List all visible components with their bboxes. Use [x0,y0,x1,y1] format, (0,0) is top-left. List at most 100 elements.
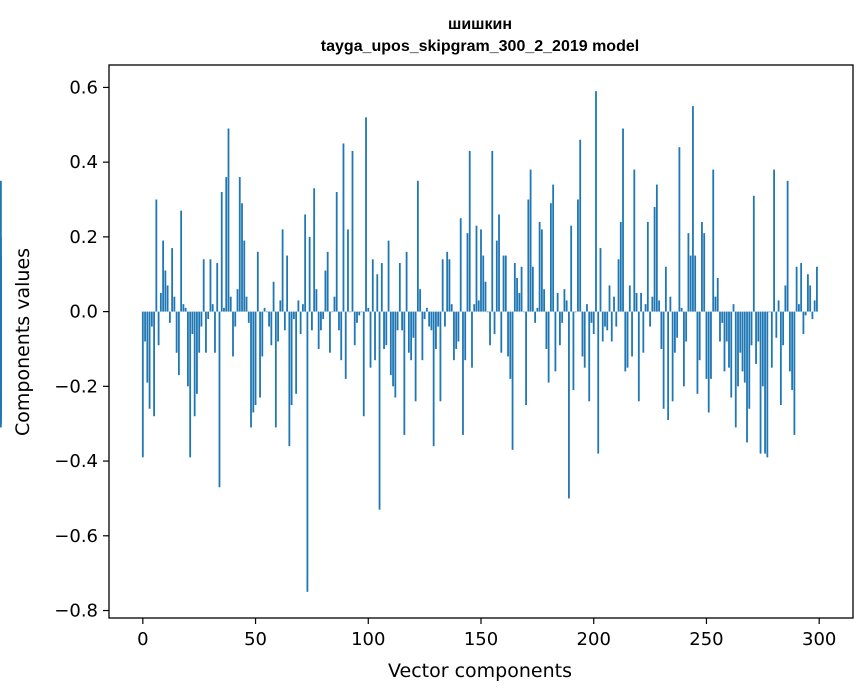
bar-component-224 [646,221,649,312]
bar-component-206 [606,311,609,331]
bar-component-203 [599,248,602,312]
bar-component-260 [728,311,730,368]
bar-component-200 [592,311,595,335]
bar-component-180 [547,311,550,383]
bar-component-20 [187,311,189,387]
bar-component-125 [423,311,426,320]
bar-component-169 [522,311,525,313]
bar-component-73 [306,311,309,592]
bar-component-178 [543,289,546,312]
bar-component-155 [491,150,494,312]
bar-component-192 [574,311,577,313]
bar-component-293 [802,311,805,335]
bar-component-258 [723,311,726,372]
bar-component-159 [500,311,503,353]
x-axis: 0 50 100 150 200 250 300 [137,618,836,650]
bar-component-34 [218,311,221,488]
bar-component-107 [383,311,385,349]
bar-component-216 [628,285,631,312]
bar-component-49 [252,311,255,413]
bar-component-140 [457,311,460,342]
bar-component-209 [613,296,615,312]
bar-component-244 [692,106,694,312]
bar-component-50 [254,311,257,406]
bar-component-23 [193,311,196,417]
bar-component-242 [687,233,690,312]
bar-component-269 [748,311,751,409]
bar-component-272 [755,311,757,364]
bar-component-143 [464,311,467,361]
bar-component-248 [701,221,703,312]
bar-component-18 [182,304,185,312]
bar-component-126 [425,307,428,312]
bar-component-253 [712,169,715,312]
y-tick-label: −0.6 [54,526,98,547]
y-tick-label: −0.8 [54,601,98,622]
bar-component-111 [392,311,394,387]
bar-component-283 [779,311,782,406]
bar-component-123 [419,289,422,312]
bar-component-173 [531,266,534,312]
bar-component-196 [583,311,586,368]
x-axis-title: Vector components [388,660,572,682]
bar-component-58 [272,281,275,312]
bar-component-163 [509,311,512,379]
bar-component-271 [752,195,755,312]
bar-component-6 [155,199,158,312]
bar-component-103 [374,311,376,361]
bar-component-147 [473,304,476,312]
x-tick-label: 250 [689,629,723,650]
bar-component-290 [795,266,798,312]
bar-component-61 [279,300,282,312]
bar-component-237 [676,311,679,338]
bar-component-274 [759,311,762,454]
y-tick-label: 0.4 [69,152,98,173]
bar-component-207 [608,285,611,312]
bar-component-100 [367,307,370,312]
bar-component-245 [694,255,697,312]
bar-component-37 [225,177,228,312]
x-tick-label: 0 [137,629,148,650]
bar-component-217 [631,311,633,357]
bar-component-189 [568,311,570,499]
bar-component-181 [549,203,552,312]
bar-component-294 [804,311,807,316]
bar-component-102 [371,259,374,312]
bar-component-219 [635,292,638,312]
bar-component-82 [326,251,329,312]
bar-component-282 [777,300,780,312]
bar-component-117 [405,251,408,312]
bar-component-59 [274,311,277,428]
bar-component-65 [288,311,291,447]
bar-component-110 [389,311,392,376]
bar-component-142 [462,311,464,435]
bar-component-30 [209,259,212,312]
bar-component-268 [746,311,748,443]
bar-component-12 [168,311,171,323]
bar-component-251 [707,311,710,413]
bar-component-297 [811,311,814,320]
bar-component-270 [750,311,753,346]
bar-component-233 [667,311,670,420]
bar-component-215 [626,311,629,368]
bar-component-186 [561,311,564,323]
bar-component-122 [416,180,419,312]
bar-component-15 [175,311,178,353]
bar-component-295 [807,274,809,312]
bar-component-137 [450,304,453,312]
bar-component-208 [610,311,613,342]
bar-component-277 [766,311,769,458]
bar-component-43 [238,177,241,312]
bar-component-133 [441,259,444,312]
bar-component-35 [220,192,223,312]
bar-component-129 [432,311,435,447]
bar-component-292 [800,263,803,312]
x-tick-label: 100 [351,629,385,650]
bar-component-78 [317,311,320,349]
bar-component-29 [207,311,210,320]
bar-component-3 [148,311,151,409]
bar-component-176 [538,221,541,312]
bar-component-96 [358,311,361,316]
bar-component-70 [299,311,302,335]
bar-component-220 [637,311,640,402]
